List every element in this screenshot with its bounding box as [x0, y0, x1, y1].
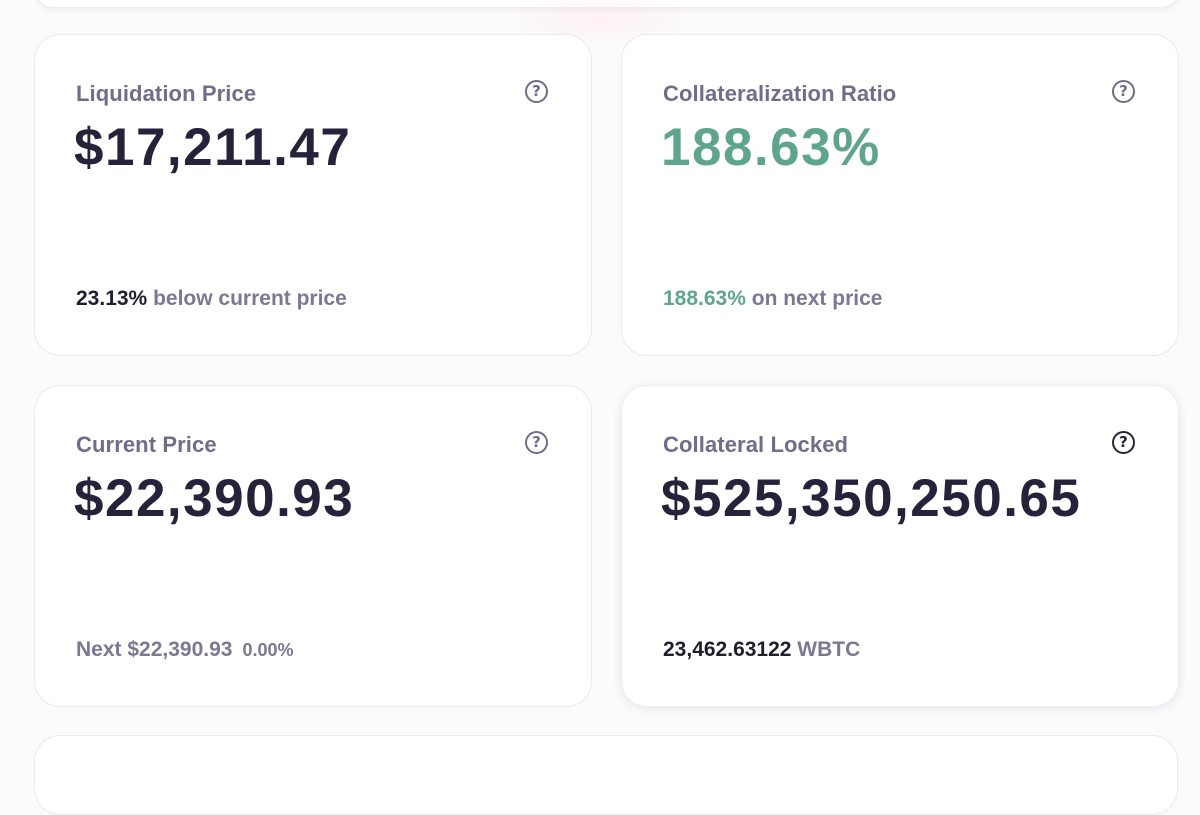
help-icon[interactable]: ?: [1112, 431, 1135, 454]
collateral-amount: 23,462.63122: [663, 638, 792, 661]
next-price-change: 0.00%: [242, 640, 294, 660]
background-glow: [520, 0, 680, 40]
liquidation-percent-below: 23.13%: [76, 287, 148, 310]
collateralization-ratio-label: Collateralization Ratio: [663, 81, 897, 106]
collateralization-ratio-value: 188.63%: [661, 118, 881, 177]
liquidation-price-footer: 23.13% below current price: [76, 287, 347, 311]
current-price-card: Current Price ? $22,390.93 Next $22,390.…: [34, 385, 592, 707]
bottom-panel: [34, 735, 1178, 815]
collateralization-ratio-card: Collateralization Ratio ? 188.63% 188.63…: [621, 34, 1179, 356]
help-icon[interactable]: ?: [525, 80, 548, 103]
next-price-ratio: 188.63%: [663, 287, 746, 310]
liquidation-price-label: Liquidation Price: [76, 81, 257, 106]
liquidation-price-value: $17,211.47: [74, 118, 352, 177]
help-icon[interactable]: ?: [1112, 80, 1135, 103]
collateral-locked-label: Collateral Locked: [663, 432, 849, 457]
collateral-locked-card: Collateral Locked ? $525,350,250.65 23,4…: [621, 385, 1179, 707]
liquidation-price-card: Liquidation Price ? $17,211.47 23.13% be…: [34, 34, 592, 356]
collateral-locked-footer: 23,462.63122 WBTC: [663, 638, 860, 662]
current-price-footer: Next $22,390.93 0.00%: [76, 638, 294, 662]
liquidation-footer-text: below current price: [147, 287, 347, 310]
current-price-label: Current Price: [76, 432, 217, 457]
next-price-text: Next $22,390.93: [76, 638, 233, 661]
collateral-locked-value: $525,350,250.65: [661, 469, 1082, 528]
collateral-asset: WBTC: [791, 638, 861, 661]
collateralization-ratio-footer: 188.63% on next price: [663, 287, 882, 311]
current-price-value: $22,390.93: [74, 469, 355, 528]
collateralization-footer-text: on next price: [745, 287, 883, 310]
help-icon[interactable]: ?: [525, 431, 548, 454]
